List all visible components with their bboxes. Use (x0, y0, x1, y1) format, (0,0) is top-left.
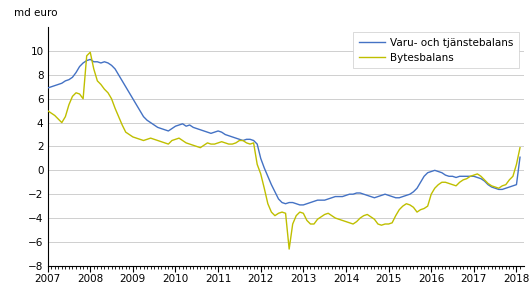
Varu- och tjänstebalans (44, 86, 51, 90)
Bytesbalans (286, 247, 293, 251)
Text: md euro: md euro (14, 8, 58, 18)
Varu- och tjänstebalans (297, 203, 303, 207)
Varu- och tjänstebalans (229, 135, 235, 139)
Varu- och tjänstebalans (151, 123, 157, 127)
Bytesbalans (229, 142, 235, 146)
Line: Bytesbalans: Bytesbalans (48, 52, 520, 249)
Bytesbalans (69, 95, 76, 98)
Varu- och tjänstebalans (492, 186, 498, 190)
Varu- och tjänstebalans (496, 188, 502, 191)
Varu- och tjänstebalans (69, 76, 76, 79)
Varu- och tjänstebalans (517, 156, 523, 159)
Legend: Varu- och tjänstebalans, Bytesbalans: Varu- och tjänstebalans, Bytesbalans (353, 32, 518, 68)
Line: Varu- och tjänstebalans: Varu- och tjänstebalans (48, 59, 520, 205)
Bytesbalans (496, 186, 502, 190)
Bytesbalans (517, 146, 523, 149)
Bytesbalans (492, 185, 498, 189)
Bytesbalans (151, 137, 157, 141)
Varu- och tjänstebalans (87, 58, 94, 61)
Bytesbalans (87, 50, 94, 54)
Varu- och tjänstebalans (165, 129, 171, 133)
Bytesbalans (44, 109, 51, 112)
Bytesbalans (165, 142, 171, 146)
